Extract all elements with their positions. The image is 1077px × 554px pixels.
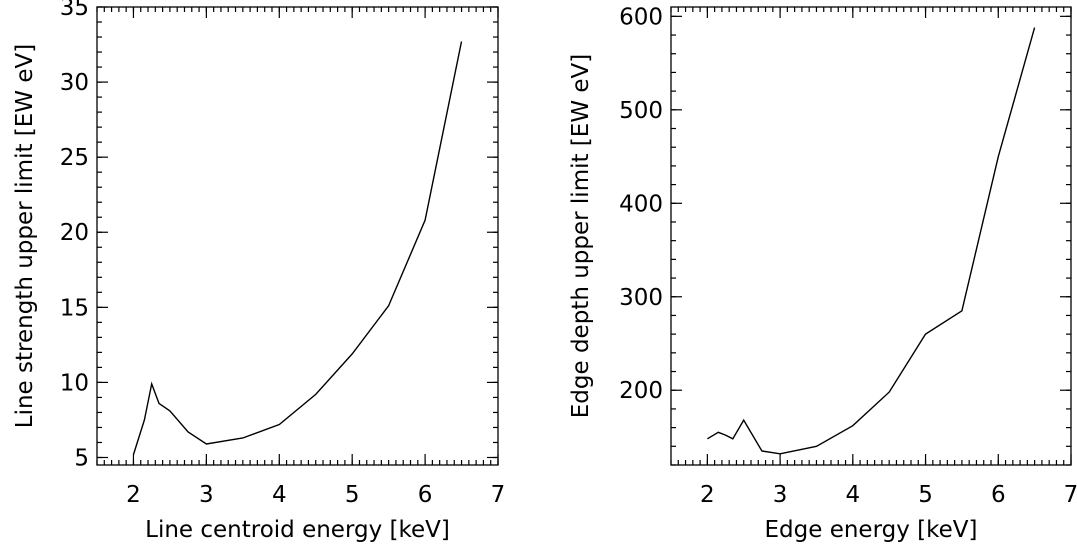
left-x-tick-label: 4 (272, 482, 287, 508)
left-x-tick-label: 6 (418, 482, 433, 508)
left-x-tick-label: 5 (345, 482, 360, 508)
left-y-tick-label: 20 (60, 220, 89, 246)
right-x-tick-label: 3 (773, 482, 788, 508)
left-x-axis-title: Line centroid energy [keV] (145, 517, 450, 543)
right-y-tick-label: 200 (619, 378, 663, 404)
left-x-tick-label: 3 (199, 482, 214, 508)
left-major-ticks (97, 6, 499, 465)
left-panel-line-strength: 2 3 4 5 6 7 5 10 15 20 25 30 35 Line centroid energy… (12, 0, 505, 543)
left-y-axis-title: Line strength upper limit [EW eV] (12, 44, 38, 428)
left-y-tick-label: 30 (60, 70, 89, 96)
right-x-tick-label: 7 (1064, 482, 1077, 508)
right-x-tick-label: 6 (991, 482, 1006, 508)
left-y-tick-label: 25 (60, 145, 89, 171)
right-series-line (707, 27, 1036, 455)
left-x-tick-label: 7 (491, 482, 506, 508)
left-y-tick-label: 15 (60, 295, 89, 321)
right-plot-frame (670, 6, 1072, 466)
left-y-tick-label: 5 (74, 445, 89, 471)
right-major-ticks (671, 7, 1072, 465)
left-series-line (132, 41, 463, 455)
left-minor-ticks (96, 6, 499, 465)
left-tick-labels: 2 3 4 5 6 7 5 10 15 20 25 30 35 (60, 0, 506, 508)
right-y-tick-label: 400 (619, 191, 663, 217)
right-y-tick-label: 500 (619, 98, 663, 124)
left-y-tick-label: 10 (60, 370, 89, 396)
right-tick-labels: 2 3 4 5 6 7 200 300 400 500 600 (619, 4, 1077, 508)
left-plot-frame (96, 6, 499, 466)
right-x-axis-title: Edge energy [keV] (765, 517, 978, 543)
right-x-tick-label: 4 (845, 482, 860, 508)
right-x-tick-label: 5 (918, 482, 933, 508)
right-y-tick-label: 300 (619, 285, 663, 311)
right-x-tick-label: 2 (700, 482, 715, 508)
right-minor-ticks (670, 7, 1072, 466)
left-y-tick-label: 35 (60, 0, 89, 21)
left-x-tick-label: 2 (126, 482, 141, 508)
right-y-tick-label: 600 (619, 4, 663, 30)
right-y-axis-title: Edge depth upper limit [EW eV] (568, 54, 594, 418)
